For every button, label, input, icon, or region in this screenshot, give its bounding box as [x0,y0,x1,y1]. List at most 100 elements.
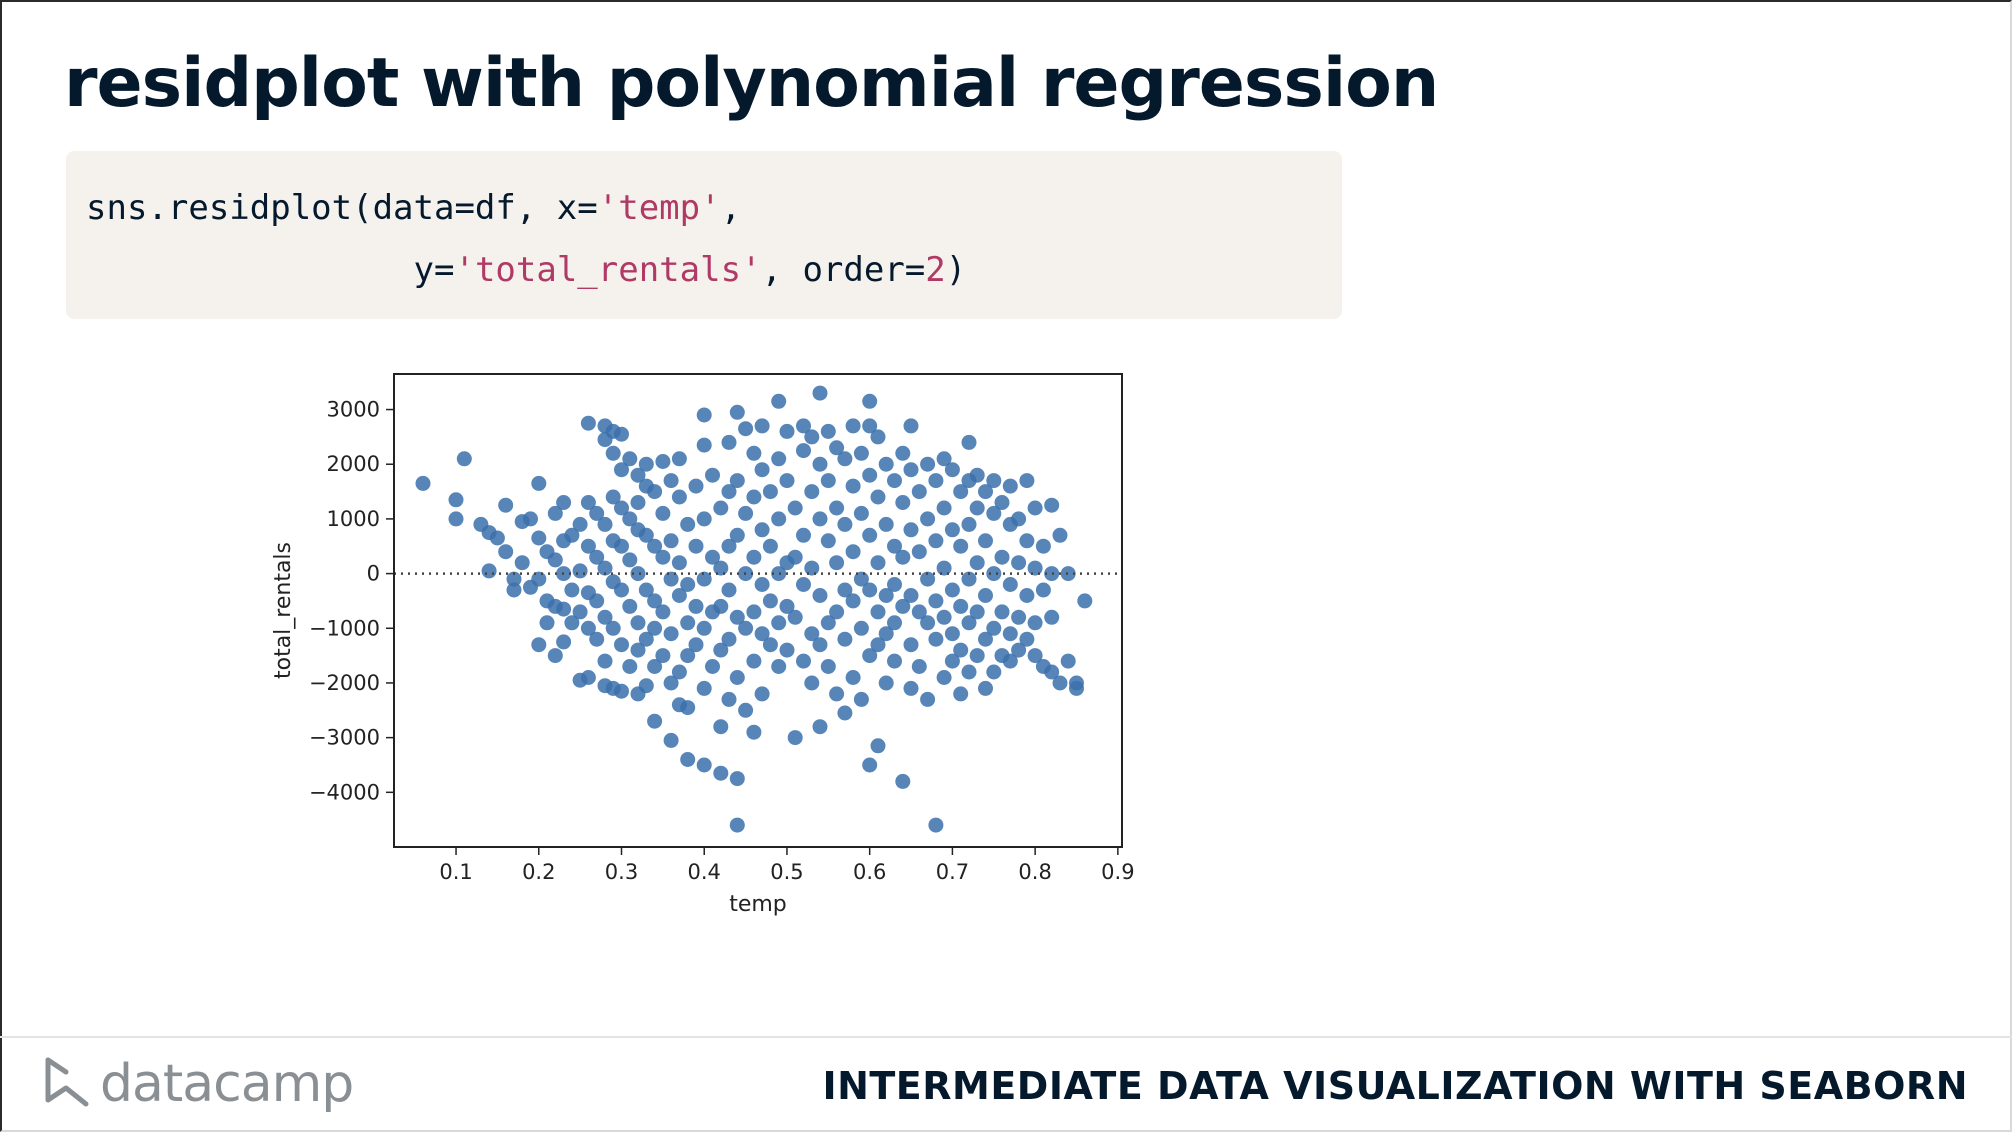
data-point [837,516,853,532]
data-point [1011,609,1027,625]
x-tick-label: 0.6 [853,860,886,884]
data-point [630,467,646,483]
data-point [589,549,605,565]
data-point [589,631,605,647]
data-point [729,527,745,543]
data-point [986,473,1002,489]
data-point [920,571,936,587]
data-point [597,560,613,576]
data-point [1019,631,1035,647]
x-tick-label: 0.8 [1018,860,1051,884]
data-point [953,686,969,702]
data-point [580,620,596,636]
data-point [829,555,845,571]
data-point [1027,500,1043,516]
data-point [671,555,687,571]
data-point [705,549,720,565]
data-point [1027,615,1043,631]
data-point [878,675,894,691]
data-point [655,549,671,565]
data-point [928,817,944,833]
data-point [498,544,514,560]
data-point [1044,497,1060,513]
data-point [671,664,687,680]
data-point [580,495,596,510]
data-point [986,566,1002,582]
residplot-chart: 0.1 0.2 0.3 0.4 0.5 0.6 0.7 0.8 0.9 3000 2000 1000 0… [271,373,1135,917]
data-point [1044,609,1060,625]
x-tick-label: 0.1 [439,860,472,884]
data-point [489,530,505,546]
data-point [481,563,497,579]
data-point [531,530,547,546]
data-point [680,648,696,664]
x-tick-label: 0.3 [605,860,638,884]
data-point [895,598,911,614]
data-point [547,505,563,521]
data-point [895,445,911,461]
data-point [713,719,729,735]
code-string-token: 'total_rentals' [454,250,762,290]
data-point [547,648,563,664]
x-tick-label: 0.2 [522,860,555,884]
data-point [887,577,902,592]
x-axis-label: temp [729,892,787,917]
data-point [820,423,836,439]
data-point [771,659,787,674]
data-point [762,637,778,653]
plot-frame [393,373,1123,848]
data-point [994,549,1010,565]
code-token: sns.residplot(data=df, x= [86,188,598,228]
data-point [547,552,563,568]
data-point [870,738,886,754]
data-point [564,582,580,598]
data-point [820,615,836,631]
y-tick-label: 2000 [327,452,380,476]
data-point [787,500,803,516]
data-point [754,686,770,702]
data-point [638,582,654,598]
data-point [638,456,654,472]
data-point [928,631,944,647]
data-point [531,475,547,491]
data-point [862,418,878,434]
data-point [1060,566,1076,582]
data-point [870,489,886,505]
data-point [829,500,845,516]
data-point [564,527,580,543]
data-point [804,626,820,642]
data-point [680,700,696,716]
data-point [1011,555,1027,571]
data-point [779,423,795,439]
y-tick-label: 3000 [327,398,380,422]
data-point [812,456,828,472]
data-point [887,615,902,631]
data-point [556,634,572,650]
data-point [696,437,712,453]
data-point [920,691,936,707]
data-point [638,527,654,543]
data-point [671,451,687,467]
x-tick-label: 0.5 [770,860,803,884]
data-point [944,522,960,538]
data-point [911,544,927,560]
data-point [1060,653,1076,669]
data-point [978,533,993,549]
data-point [986,505,1002,521]
data-point [663,533,679,549]
data-point [969,555,985,571]
data-point [647,620,663,636]
data-point [771,511,787,527]
data-point [878,626,894,642]
data-point [779,473,795,489]
data-point [969,500,985,516]
brand-name: datacamp [100,1054,354,1114]
data-point [812,637,828,653]
data-point [961,571,977,587]
data-point [614,426,629,442]
data-point [796,577,811,592]
data-point [614,582,629,598]
data-point [622,451,638,467]
data-point [1019,533,1035,549]
data-point [630,642,646,658]
